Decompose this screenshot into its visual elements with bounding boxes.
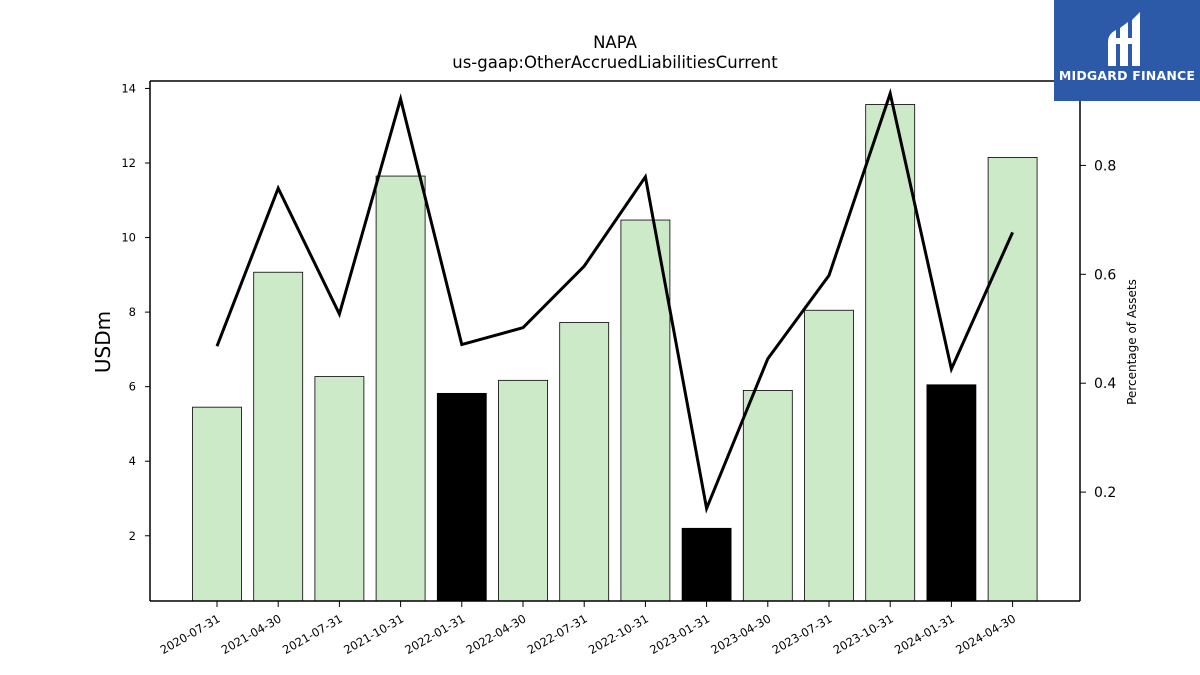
x-tick-label: 2024-04-30: [953, 611, 1018, 657]
bar-2023-07-31: [805, 310, 854, 601]
y-ticks: 2 4 6 8 10 12 14: [121, 81, 150, 542]
bar-2022-07-31: [560, 323, 609, 601]
bar-2023-04-30: [743, 390, 792, 601]
y-tick-label: 2: [129, 529, 136, 543]
chart-title: NAPA: [593, 33, 638, 52]
x-tick-label: 2024-01-31: [892, 611, 957, 657]
logo-text: MIDGARD FINANCE: [1054, 68, 1200, 83]
x-tick-label: 2023-07-31: [770, 611, 835, 657]
y2-tick-label: 0.8: [1094, 158, 1116, 174]
bar-2021-04-30: [254, 272, 303, 601]
y-tick-label: 10: [121, 231, 136, 245]
bar-2024-01-31: [927, 385, 976, 601]
y2-tick-label: 0.6: [1094, 267, 1116, 283]
x-tick-label: 2021-07-31: [280, 611, 345, 657]
x-tick-label: 2022-04-30: [464, 611, 529, 657]
brand-logo: MIDGARD FINANCE: [1054, 0, 1200, 101]
logo-mark-icon: [1104, 8, 1150, 68]
x-tick-label: 2020-07-31: [158, 611, 223, 657]
x-tick-label: 2022-01-31: [402, 611, 467, 657]
chart-subtitle: us-gaap:OtherAccruedLiabilitiesCurrent: [452, 53, 778, 72]
x-tick-label: 2022-07-31: [525, 611, 590, 657]
y-tick-label: 4: [129, 454, 136, 468]
bar-2023-01-31: [682, 528, 731, 601]
y2-axis-label: Percentage of Assets: [1125, 279, 1139, 405]
bar-2021-10-31: [376, 176, 425, 601]
y2-ticks: 0.2 0.4 0.6 0.8: [1080, 158, 1116, 501]
y-tick-label: 12: [121, 156, 136, 170]
x-tick-label: 2021-04-30: [219, 611, 284, 657]
y-tick-label: 6: [129, 380, 136, 394]
bar-2020-07-31: [193, 407, 242, 601]
x-tick-label: 2021-10-31: [341, 611, 406, 657]
x-ticks: 2020-07-312021-04-302021-07-312021-10-31…: [158, 601, 1018, 657]
x-tick-label: 2023-10-31: [831, 611, 896, 657]
y-axis-label: USDm: [91, 311, 115, 373]
bar-2023-10-31: [866, 104, 915, 601]
y2-tick-label: 0.2: [1094, 485, 1116, 501]
x-tick-label: 2023-01-31: [647, 611, 712, 657]
x-tick-label: 2023-04-30: [708, 611, 773, 657]
bar-2024-04-30: [988, 157, 1037, 601]
x-tick-label: 2022-10-31: [586, 611, 651, 657]
y2-tick-label: 0.4: [1094, 376, 1116, 392]
bar-2021-07-31: [315, 377, 364, 601]
y-tick-label: 8: [129, 305, 136, 319]
bar-2022-01-31: [437, 393, 486, 601]
bar-2022-04-30: [499, 380, 548, 601]
y-tick-label: 14: [121, 81, 136, 95]
